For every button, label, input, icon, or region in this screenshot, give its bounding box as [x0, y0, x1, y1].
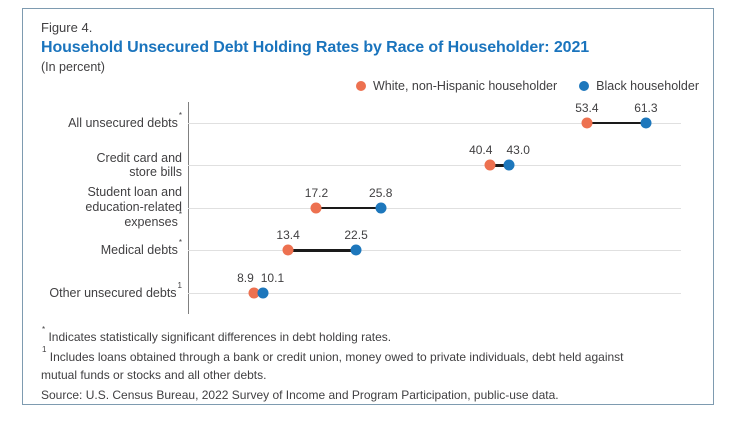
legend-item-black: Black householder — [579, 79, 699, 93]
data-point-black — [375, 202, 387, 214]
legend-item-white-non-hispanic: White, non-Hispanic householder — [356, 79, 557, 93]
gridline — [188, 165, 681, 167]
footnotes: * Indicates statistically significant di… — [23, 314, 713, 404]
data-point-white-non-hispanic — [310, 202, 322, 214]
figure-header: Figure 4. Household Unsecured Debt Holdi… — [23, 9, 713, 76]
page-title: Household Unsecured Debt Holding Rates b… — [41, 39, 590, 57]
connector-line — [489, 164, 510, 167]
category-label: Credit card and store bills — [96, 150, 182, 180]
data-point-black — [350, 244, 362, 256]
value-label: 53.4 — [575, 100, 599, 115]
chart-row: Medical debts* 13.4 22.5 — [23, 228, 713, 272]
gridline — [188, 292, 681, 294]
data-point-black — [257, 287, 269, 299]
chart-row: All unsecured debts* 53.4 61.3 — [23, 100, 713, 145]
data-point-white-non-hispanic — [484, 159, 496, 171]
legend-dot-icon — [579, 80, 590, 91]
category-label: All unsecured debts* — [68, 110, 182, 131]
data-point-white-non-hispanic — [282, 244, 294, 256]
value-label: 22.5 — [344, 228, 368, 243]
data-point-white-non-hispanic — [581, 117, 593, 129]
data-point-black — [640, 117, 652, 129]
footnote-significance: * Indicates statistically significant di… — [42, 325, 392, 344]
data-point-black — [503, 159, 515, 171]
value-label: 43.0 — [506, 143, 530, 158]
gridline — [188, 122, 681, 124]
gridline — [188, 250, 681, 252]
source-line: Source: U.S. Census Bureau, 2022 Survey … — [41, 388, 559, 402]
value-label: 10.1 — [260, 270, 285, 285]
category-label: Student loan and education-related expense… — [85, 185, 182, 230]
row-plot-area: 8.9 10.1 — [188, 270, 681, 315]
row-plot-area: 53.4 61.3 — [188, 100, 681, 145]
legend-label: White, non-Hispanic householder — [373, 78, 558, 93]
figure-label: Figure 4. — [41, 20, 93, 35]
value-label: 13.4 — [276, 228, 300, 243]
chart-row: Other unsecured debts1 8.9 10.1 — [23, 270, 713, 315]
chart-row: Student loan and education-related expense… — [23, 185, 713, 230]
value-label: 40.4 — [469, 143, 493, 158]
gridline — [188, 207, 681, 209]
connector-line — [288, 249, 357, 252]
category-label: Medical debts* — [100, 238, 182, 258]
value-label: 61.3 — [634, 100, 658, 115]
chart-rows: All unsecured debts* 53.4 61.3 Credit card … — [23, 100, 713, 315]
value-label: 8.9 — [237, 270, 254, 285]
footnote-other-debts: 1 Includes loans obtained through a bank… — [41, 345, 624, 382]
legend-dot-icon — [356, 80, 366, 91]
figure-container: Figure 4. Household Unsecured Debt Holdi… — [22, 8, 714, 405]
data-point-white-non-hispanic — [248, 287, 260, 299]
connector-line — [316, 206, 381, 209]
subtitle-units: (In percent) — [41, 60, 105, 75]
row-plot-area: 17.2 25.8 — [188, 185, 681, 230]
connector-line — [586, 121, 646, 124]
dot-plot-chart: All unsecured debts* 53.4 61.3 Credit card … — [23, 100, 713, 315]
value-label: 17.2 — [304, 185, 329, 200]
row-plot-area: 40.4 43.0 — [188, 143, 681, 187]
row-plot-area: 13.4 22.5 — [188, 228, 681, 272]
chart-row: Credit card and store bills 40.4 43.0 — [23, 143, 713, 187]
category-label: Other unsecured debts1 — [49, 280, 182, 301]
legend: White, non-Hispanic householder Black ho… — [23, 78, 713, 94]
value-label: 25.8 — [369, 185, 393, 200]
legend-label: Black householder — [596, 78, 699, 93]
